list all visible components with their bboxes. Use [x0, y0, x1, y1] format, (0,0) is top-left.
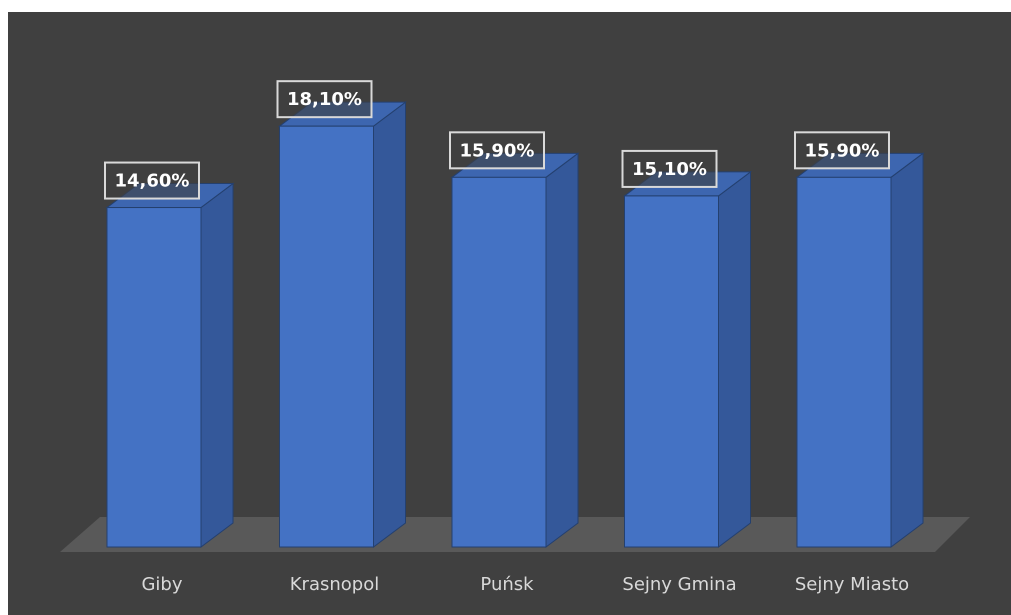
bar-side	[718, 170, 751, 548]
data-label-box	[104, 161, 200, 200]
data-label: 14,60%	[115, 171, 190, 192]
data-label-box	[621, 149, 718, 188]
x-tick-label: Sejny Gmina	[622, 574, 736, 595]
data-label-box	[276, 80, 373, 119]
data-label-box	[449, 131, 545, 170]
bar	[623, 170, 752, 548]
bar	[450, 152, 580, 548]
bar	[795, 152, 925, 548]
bar-side	[200, 182, 234, 548]
bar-front	[106, 207, 202, 548]
bar-side	[890, 152, 924, 548]
data-label: 15,10%	[632, 159, 707, 180]
x-tick-label: Giby	[141, 574, 182, 595]
x-tick-label: Sejny Miasto	[795, 574, 909, 595]
data-label-box	[794, 131, 890, 170]
bar-side	[373, 101, 406, 548]
bar-front	[279, 125, 374, 548]
bar-front	[451, 176, 547, 548]
bar-front	[624, 195, 719, 548]
bar	[278, 101, 407, 548]
bar	[105, 182, 235, 548]
data-label: 18,10%	[287, 89, 362, 110]
x-tick-label: Puńsk	[480, 574, 534, 595]
bar-side	[545, 152, 579, 548]
bar-front	[796, 176, 892, 548]
data-label: 15,90%	[805, 140, 880, 161]
data-label: 15,90%	[460, 140, 535, 161]
x-tick-label: Krasnopol	[290, 574, 379, 595]
